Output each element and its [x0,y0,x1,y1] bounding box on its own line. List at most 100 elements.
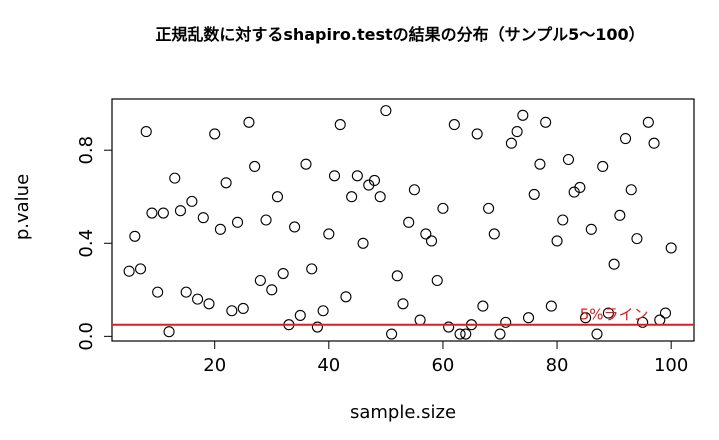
x-tick-label: 100 [654,355,688,376]
y-tick-label: 0.8 [76,136,97,165]
data-point [648,137,660,149]
data-point [602,307,614,319]
data-point [169,172,181,184]
data-point [511,126,523,138]
data-point [346,191,358,203]
data-point [642,116,654,128]
data-point [397,298,409,310]
data-point [483,202,495,214]
axes: 20 40 60 80 100 0.0 0.4 0.8 [76,136,688,376]
data-point [425,235,438,247]
y-tick-label: 0.0 [76,322,97,351]
data-point [289,221,301,233]
y-axis-label: p.value [12,174,33,240]
data-point [374,191,386,203]
data-point [157,207,169,219]
data-point [517,109,529,121]
data-point [443,321,455,333]
data-point [574,181,586,193]
data-point [203,298,215,310]
data-point [522,312,535,324]
data-point [545,300,557,312]
data-point [146,207,158,219]
data-point [197,212,209,224]
data-point [323,228,335,240]
data-point [192,293,204,305]
data-point [460,328,472,340]
data-point [266,284,278,296]
data-point [597,160,609,173]
data-point [585,223,597,235]
data-point [254,274,266,287]
data-point [665,242,677,254]
x-tick-label: 80 [546,355,569,376]
data-point [431,274,443,287]
data-point [134,263,147,275]
data-point [562,153,575,166]
data-point [129,230,141,242]
x-tick-label: 20 [203,355,226,376]
x-tick-label: 40 [317,355,340,376]
data-point [140,126,152,138]
data-point [659,307,672,319]
x-axis-label: sample.size [350,402,456,423]
data-point [340,291,352,303]
data-point [368,174,381,186]
data-point [214,223,226,235]
data-point [174,205,187,217]
data-point [471,128,483,140]
data-point [328,170,341,182]
data-point [625,184,637,196]
data-point [619,133,632,145]
data-point [277,267,289,280]
data-point [477,300,489,312]
data-point [631,233,643,245]
plot-frame [111,98,695,342]
data-point [260,214,272,226]
data-point [334,119,346,131]
data-point [249,160,261,173]
data-point [420,228,432,240]
data-point [317,305,329,317]
data-point [300,158,312,170]
data-point [391,270,403,282]
data-point [220,177,232,189]
data-point [448,119,460,131]
data-point [551,235,563,247]
data-point [454,328,466,340]
data-point [209,128,221,140]
y-tick-label: 0.4 [76,229,97,258]
data-point [557,214,569,226]
data-point [580,312,592,324]
data-point [591,328,603,340]
data-point [163,326,175,338]
x-tick-label: 60 [431,355,454,376]
data-point [351,170,363,182]
data-point [357,237,369,249]
data-point [505,137,517,149]
data-point [226,305,238,317]
data-point [608,258,620,270]
data-point [500,316,512,328]
data-point [654,314,666,326]
data-point [180,286,192,298]
data-point [294,309,306,321]
data-point [637,316,649,328]
data-point [528,188,540,200]
reference-line-label: 5%ライン [580,306,649,324]
data-point [123,265,135,277]
data-points [123,105,677,340]
data-point [152,286,164,298]
data-point [231,216,244,228]
data-point [488,228,500,240]
data-point [380,105,392,117]
data-point [237,302,249,314]
chart-title: 正規乱数に対するshapiro.testの結果の分布（サンプル5〜100） [155,25,644,44]
data-point [386,328,398,340]
data-point [403,216,415,228]
data-point [414,314,426,326]
data-point [614,209,626,221]
data-point [540,116,552,128]
